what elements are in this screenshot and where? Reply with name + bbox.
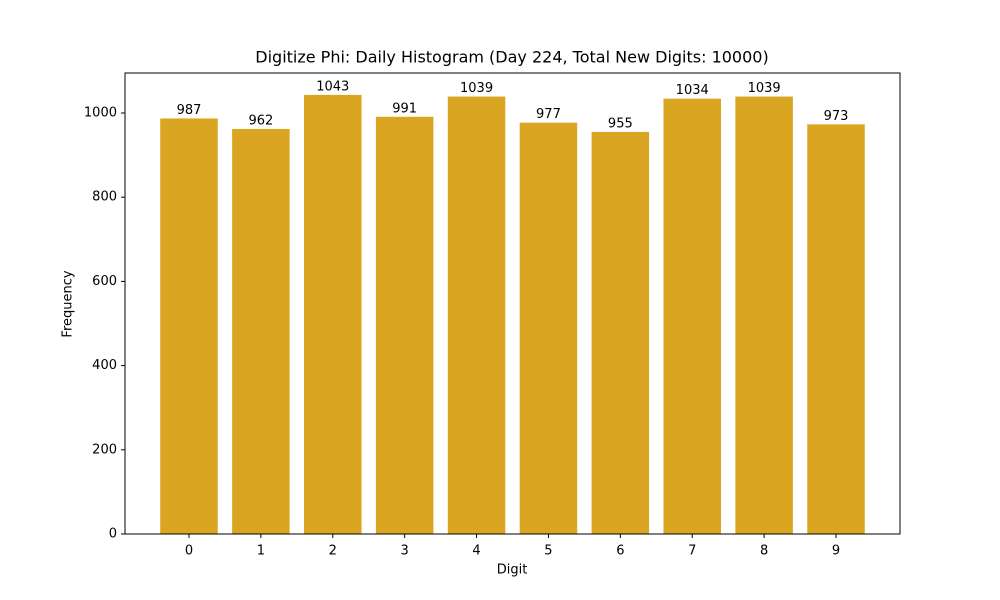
- y-tick-label: 400: [92, 358, 117, 373]
- x-tick-label: 4: [472, 544, 480, 559]
- x-tick-label: 0: [185, 544, 193, 559]
- bar: [735, 96, 793, 534]
- value-label: 962: [248, 113, 273, 128]
- y-axis-label: Frequency: [61, 270, 76, 337]
- value-label: 1034: [676, 83, 709, 98]
- bar: [304, 94, 362, 534]
- chart-title: Digitize Phi: Daily Histogram (Day 224, …: [255, 48, 768, 67]
- x-tick-label: 2: [329, 544, 337, 559]
- bar: [232, 128, 290, 535]
- y-tick-label: 1000: [84, 105, 117, 120]
- y-tick-label: 800: [92, 190, 117, 205]
- x-tick-label: 8: [760, 544, 768, 559]
- plot-frame: [124, 72, 901, 535]
- value-label: 977: [536, 107, 561, 122]
- x-tick-label: 3: [401, 544, 409, 559]
- value-label: 955: [608, 116, 633, 131]
- bar: [160, 118, 218, 534]
- value-label: 973: [824, 109, 849, 124]
- bar: [519, 122, 578, 535]
- x-tick-label: 5: [544, 544, 552, 559]
- value-label: 987: [177, 103, 202, 118]
- bar: [663, 98, 721, 535]
- value-label: 1043: [316, 79, 349, 94]
- x-tick-label: 1: [257, 544, 265, 559]
- value-label: 1039: [460, 81, 493, 96]
- bar: [807, 124, 865, 535]
- bar: [591, 131, 650, 534]
- value-label: 991: [392, 101, 417, 116]
- y-tick-label: 0: [109, 527, 117, 542]
- value-label: 1039: [748, 81, 781, 96]
- bar: [447, 96, 506, 534]
- y-tick-label: 200: [92, 442, 117, 457]
- x-tick-label: 6: [616, 544, 624, 559]
- x-axis-label: Digit: [497, 563, 528, 578]
- y-tick-label: 600: [92, 274, 117, 289]
- bar: [375, 116, 434, 534]
- x-tick-label: 9: [832, 544, 840, 559]
- x-tick-label: 7: [688, 544, 696, 559]
